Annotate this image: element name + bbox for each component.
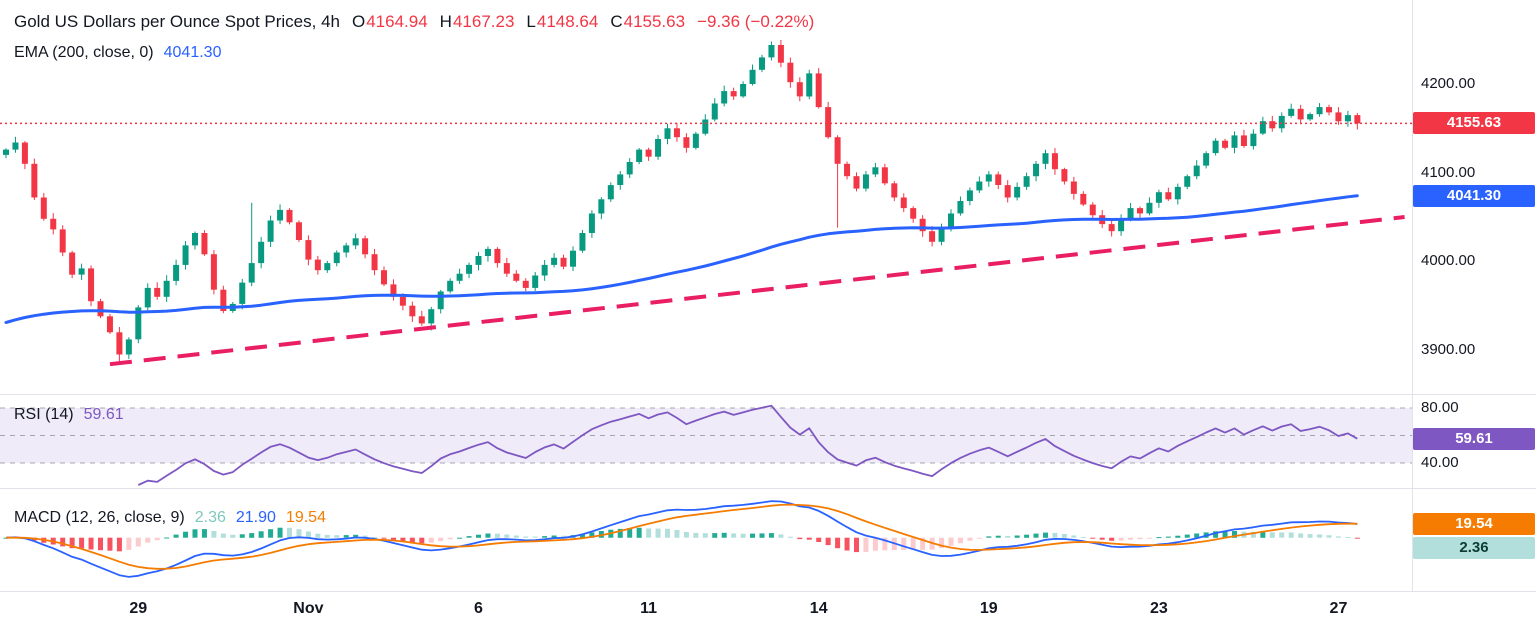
macd-signal-value: 19.54 xyxy=(285,509,326,526)
macd-label: MACD (12, 26, close, 9) xyxy=(14,509,185,526)
price-change: −9.36 (−0.22%) xyxy=(697,12,815,31)
rsi-legend[interactable]: RSI (14) 59.61 xyxy=(14,406,124,424)
macd-hist-value: 2.36 xyxy=(194,509,226,526)
x-axis-label-19: 19 xyxy=(979,600,998,617)
x-axis-label-29: 29 xyxy=(129,600,148,617)
rsi-tick-80: 80.00 xyxy=(1421,399,1459,416)
macd-line-value: 21.90 xyxy=(235,509,276,526)
symbol-title: Gold US Dollars per Ounce Spot Prices, 4… xyxy=(14,12,340,31)
x-axis-label-nov: Nov xyxy=(293,600,324,617)
ema-label: EMA (200, close, 0) xyxy=(14,44,154,61)
x-axis-label-23: 23 xyxy=(1149,600,1168,617)
macd-signal-badge: 19.54 xyxy=(1413,512,1535,535)
ema-value-badge: 4041.30 xyxy=(1413,184,1535,207)
price-tick-4200: 4200.00 xyxy=(1421,75,1476,92)
ema-legend[interactable]: EMA (200, close, 0) 4041.30 xyxy=(14,44,221,62)
rsi-value-badge: 59.61 xyxy=(1413,427,1535,450)
time-axis-strip[interactable]: 29 Nov 6 11 14 19 23 27 xyxy=(0,592,1536,641)
ema-value: 4041.30 xyxy=(163,44,222,61)
price-tick-4000: 4000.00 xyxy=(1421,252,1476,269)
price-tick-3900: 3900.00 xyxy=(1421,341,1476,358)
x-axis-label-6: 6 xyxy=(474,600,483,617)
ohlc-high: H4167.23 xyxy=(439,12,515,31)
price-tick-4100: 4100.00 xyxy=(1421,164,1476,181)
x-axis-label-11: 11 xyxy=(640,600,658,617)
x-axis-label-14: 14 xyxy=(809,600,828,617)
rsi-tick-40: 40.00 xyxy=(1421,454,1459,471)
ohlc-open: O4164.94 xyxy=(351,12,428,31)
macd-hist-badge: 2.36 xyxy=(1413,536,1535,559)
x-axis-label-27: 27 xyxy=(1329,600,1348,617)
macd-legend[interactable]: MACD (12, 26, close, 9) 2.36 21.90 19.54 xyxy=(14,509,326,527)
last-price-badge: 4155.63 xyxy=(1413,112,1535,135)
ohlc-low: L4148.64 xyxy=(526,12,599,31)
rsi-value: 59.61 xyxy=(83,406,124,423)
ohlc-close: C4155.63 xyxy=(610,12,686,31)
symbol-legend[interactable]: Gold US Dollars per Ounce Spot Prices, 4… xyxy=(14,12,814,32)
rsi-label: RSI (14) xyxy=(14,406,74,423)
